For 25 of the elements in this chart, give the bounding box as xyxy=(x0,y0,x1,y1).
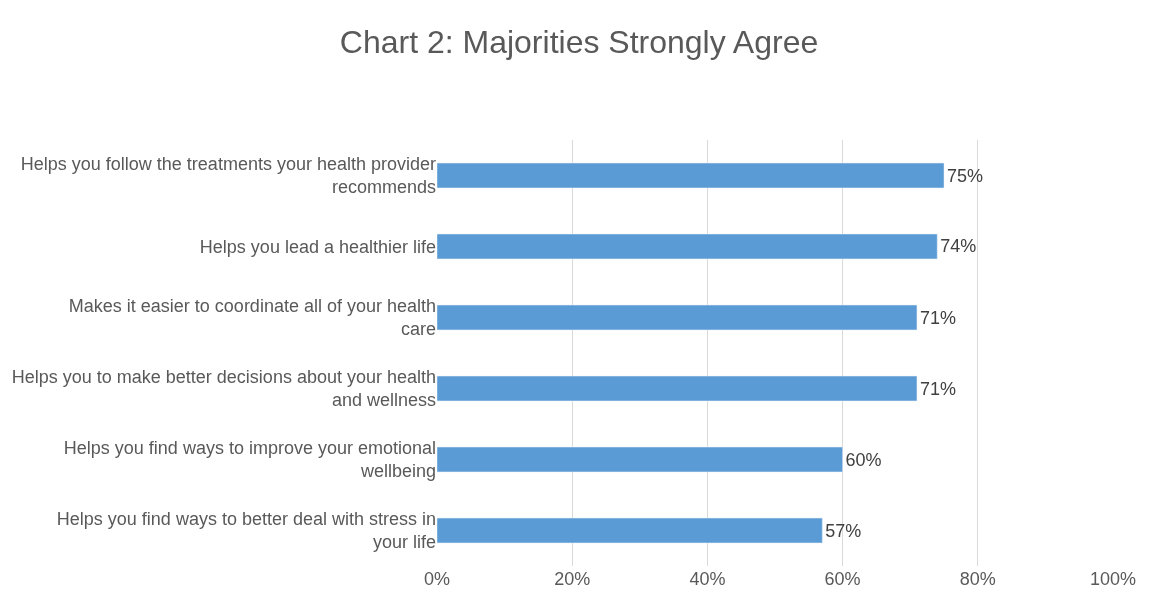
data-label: 57% xyxy=(825,520,862,541)
bar xyxy=(437,304,918,331)
data-label: 71% xyxy=(919,307,956,328)
y-tick-label: Helps you follow the treatments your health provider recommends xyxy=(20,154,436,198)
bar xyxy=(437,162,945,189)
x-tick-label: 80% xyxy=(959,569,996,589)
data-label: 74% xyxy=(940,236,977,257)
bar xyxy=(437,446,843,473)
x-tick-label: 100% xyxy=(1089,569,1137,589)
x-tick-label: 0% xyxy=(423,569,451,589)
data-label: 75% xyxy=(947,165,984,186)
y-tick-label: Helps you to make better decisions about your health and wellness xyxy=(11,367,436,411)
x-tick-label: 60% xyxy=(824,569,861,589)
bar xyxy=(437,517,823,544)
bar xyxy=(437,375,918,402)
y-tick-label: Makes it easier to coordinate all of your health care xyxy=(68,296,436,340)
bar xyxy=(437,233,938,260)
x-tick-label: 40% xyxy=(689,569,726,589)
data-label: 60% xyxy=(845,449,882,470)
chart-title: Chart 2: Majorities Strongly Agree xyxy=(339,23,819,60)
y-tick-label: Helps you lead a healthier life xyxy=(199,236,436,257)
x-tick-label: 20% xyxy=(554,569,591,589)
y-tick-label: Helps you find ways to improve your emotional wellbeing xyxy=(63,438,436,482)
data-label: 71% xyxy=(919,378,956,399)
y-tick-label: Helps you find ways to better deal with stress in your life xyxy=(56,509,436,553)
